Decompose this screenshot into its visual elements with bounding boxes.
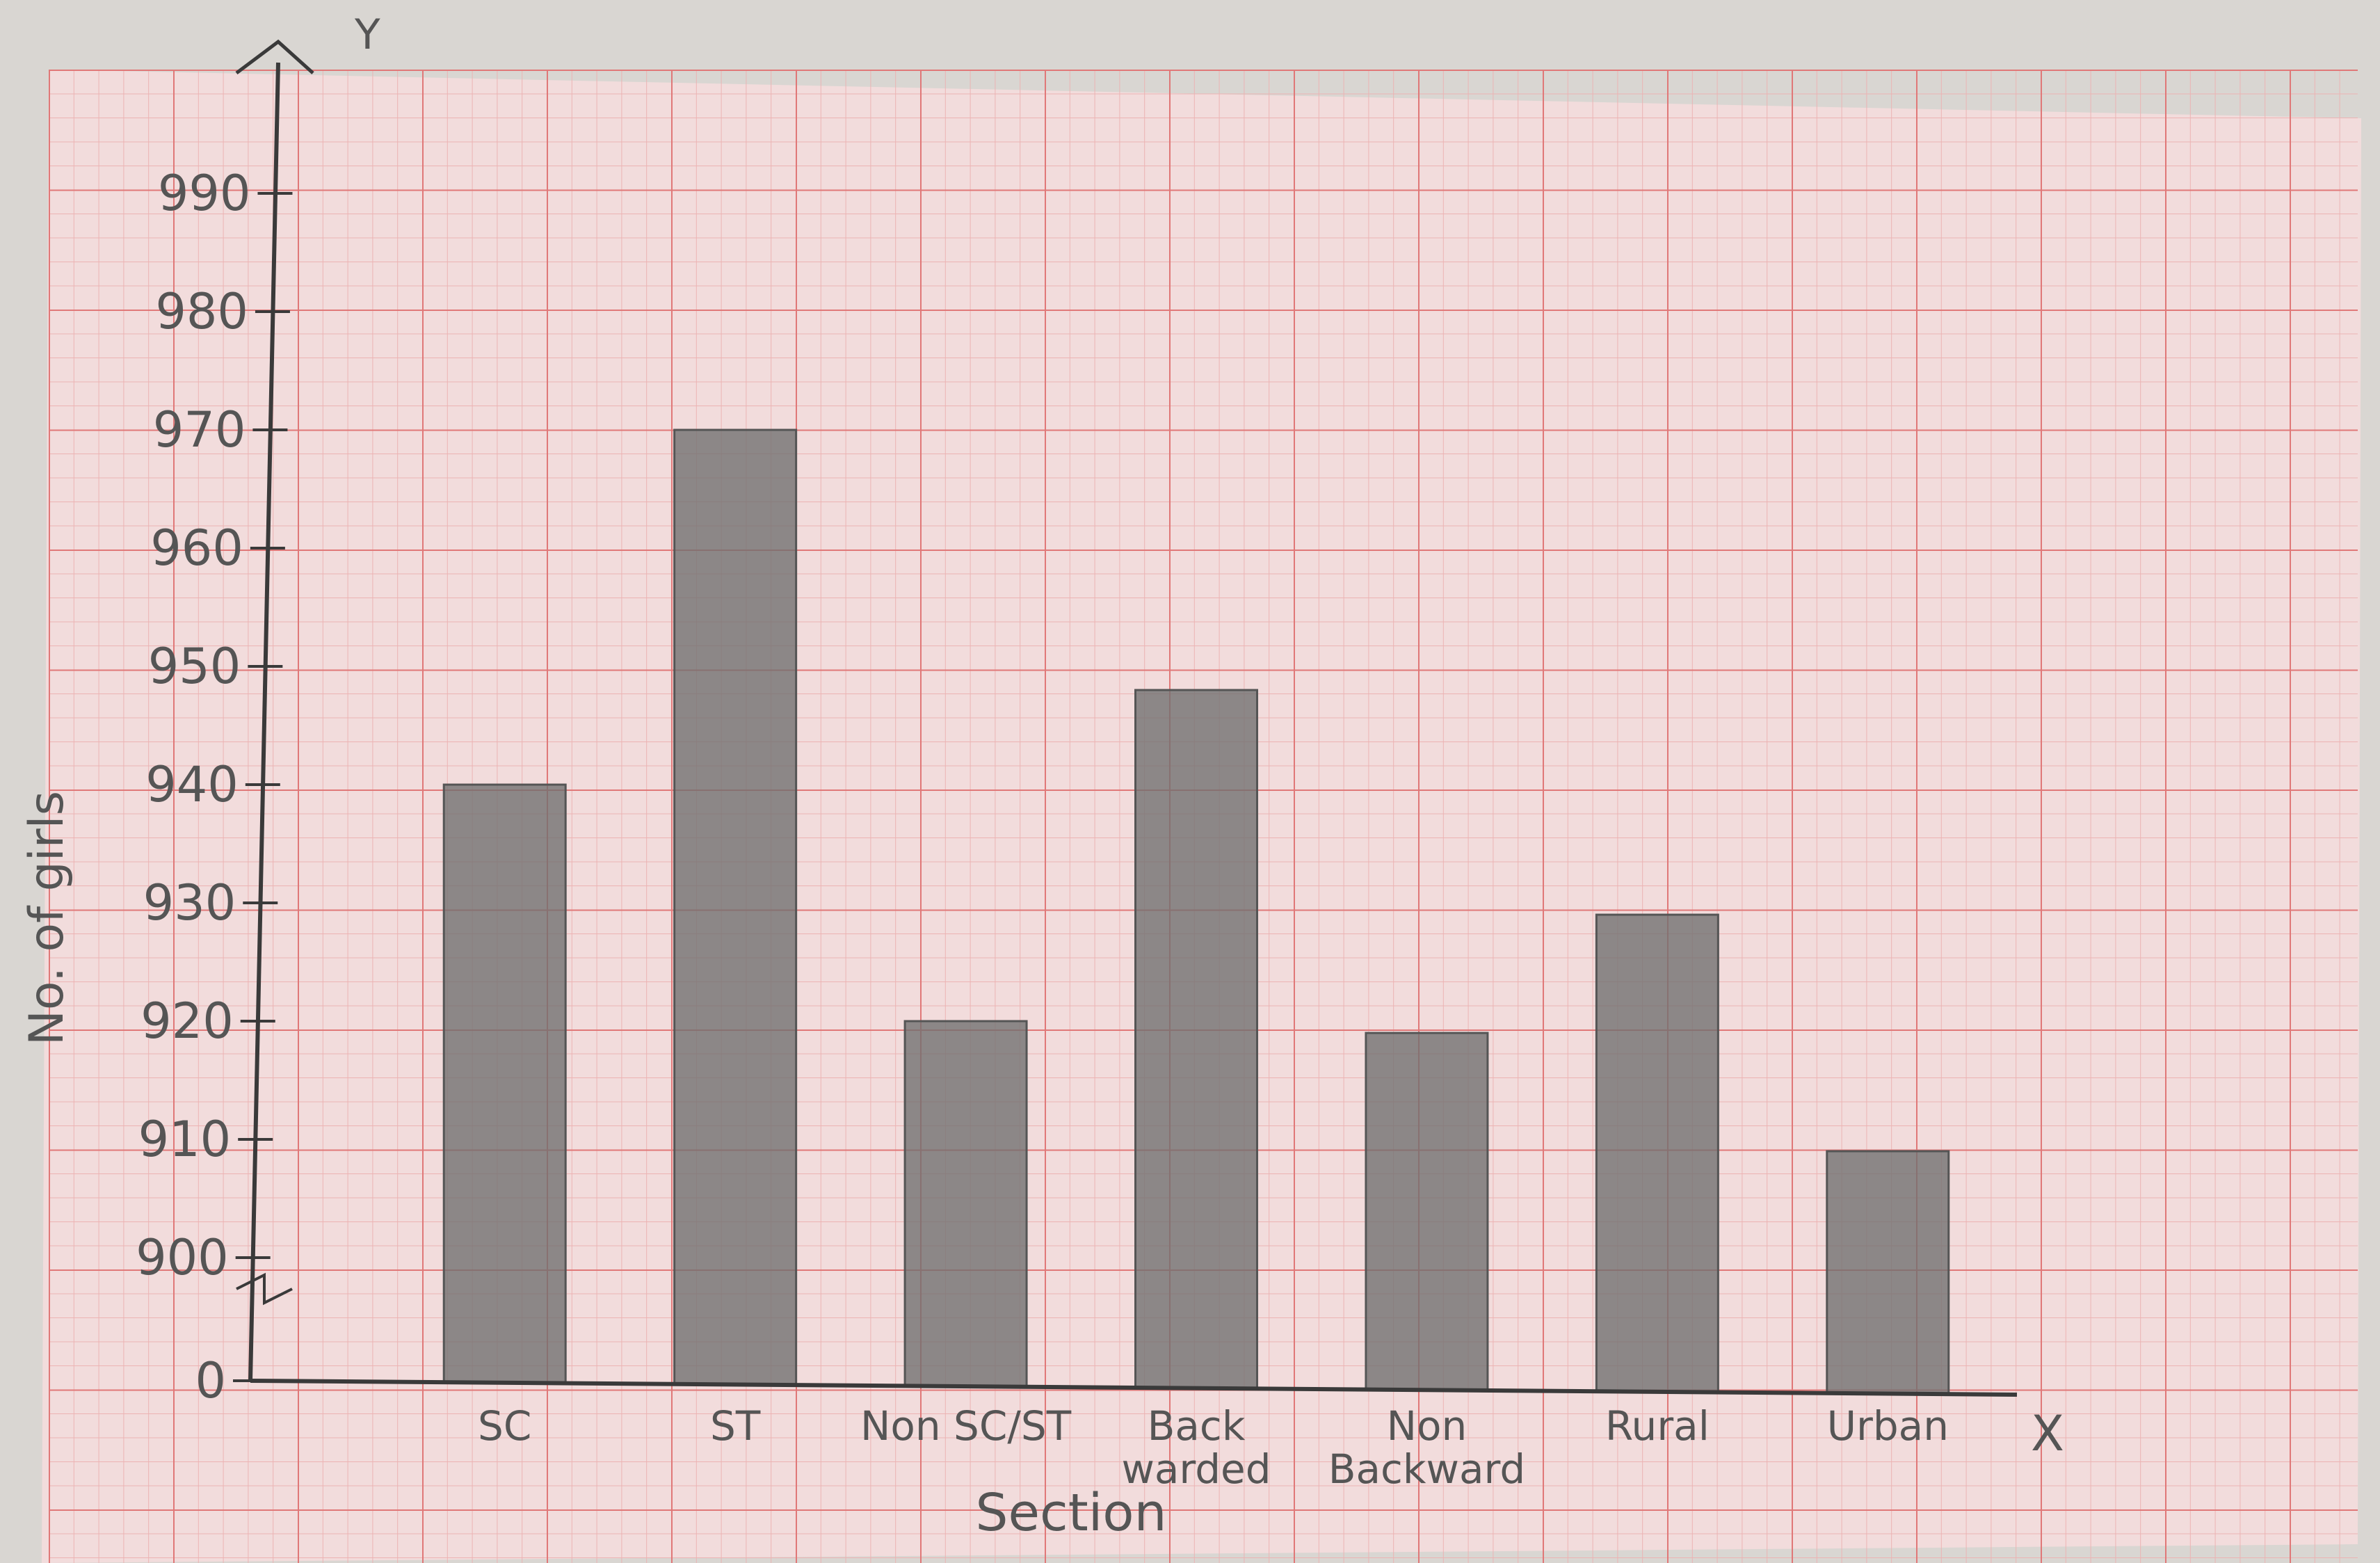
x-tick-label: Back warded bbox=[1121, 1402, 1271, 1493]
y-tick-label: 920 bbox=[140, 993, 234, 1050]
y-axis-ticks: 0 900 910 920 930 940 950 960 970 980 990 bbox=[136, 165, 293, 1409]
y-tick-label: 930 bbox=[143, 874, 236, 931]
y-tick-label: 950 bbox=[148, 638, 241, 695]
y-axis-line bbox=[248, 62, 280, 1381]
x-axis-title: Section bbox=[976, 1483, 1167, 1543]
y-tick-label: 910 bbox=[138, 1111, 232, 1168]
bar bbox=[1595, 913, 1719, 1393]
x-tick-label: SC bbox=[478, 1402, 531, 1450]
y-tick-label: 0 bbox=[195, 1352, 226, 1409]
axes bbox=[235, 39, 2018, 1397]
x-tick-label: Non Backward bbox=[1328, 1402, 1525, 1493]
x-axis-line bbox=[250, 1379, 2018, 1397]
y-axis-title: No. of girls bbox=[19, 791, 74, 1045]
x-tick-label: Urban bbox=[1827, 1402, 1949, 1450]
x-tick-label: Non SC/ST bbox=[860, 1402, 1072, 1450]
bar bbox=[673, 428, 798, 1386]
x-axis-tick-labels: SC ST Non SC/ST Back warded Non Backward Rural U… bbox=[478, 1402, 1949, 1493]
x-axis-letter: X bbox=[2031, 1405, 2064, 1462]
x-tick-label: Rural bbox=[1605, 1402, 1710, 1450]
y-axis-letter: Y bbox=[354, 10, 380, 59]
bar bbox=[442, 783, 567, 1384]
y-tick-label: 900 bbox=[136, 1229, 229, 1286]
y-tick-label: 990 bbox=[158, 165, 251, 222]
bar bbox=[1826, 1150, 1950, 1395]
bar bbox=[1134, 689, 1258, 1390]
y-tick-label: 980 bbox=[155, 283, 248, 340]
bar bbox=[903, 1020, 1028, 1388]
x-tick-label: ST bbox=[710, 1402, 761, 1450]
y-axis-arrow-icon bbox=[235, 39, 314, 74]
y-tick-label: 970 bbox=[153, 401, 246, 458]
plot-area bbox=[442, 428, 1950, 1395]
y-tick-label: 960 bbox=[150, 520, 243, 577]
y-tick-label: 940 bbox=[145, 756, 239, 813]
axis-break-icon bbox=[236, 1272, 293, 1306]
bar bbox=[1365, 1032, 1489, 1391]
